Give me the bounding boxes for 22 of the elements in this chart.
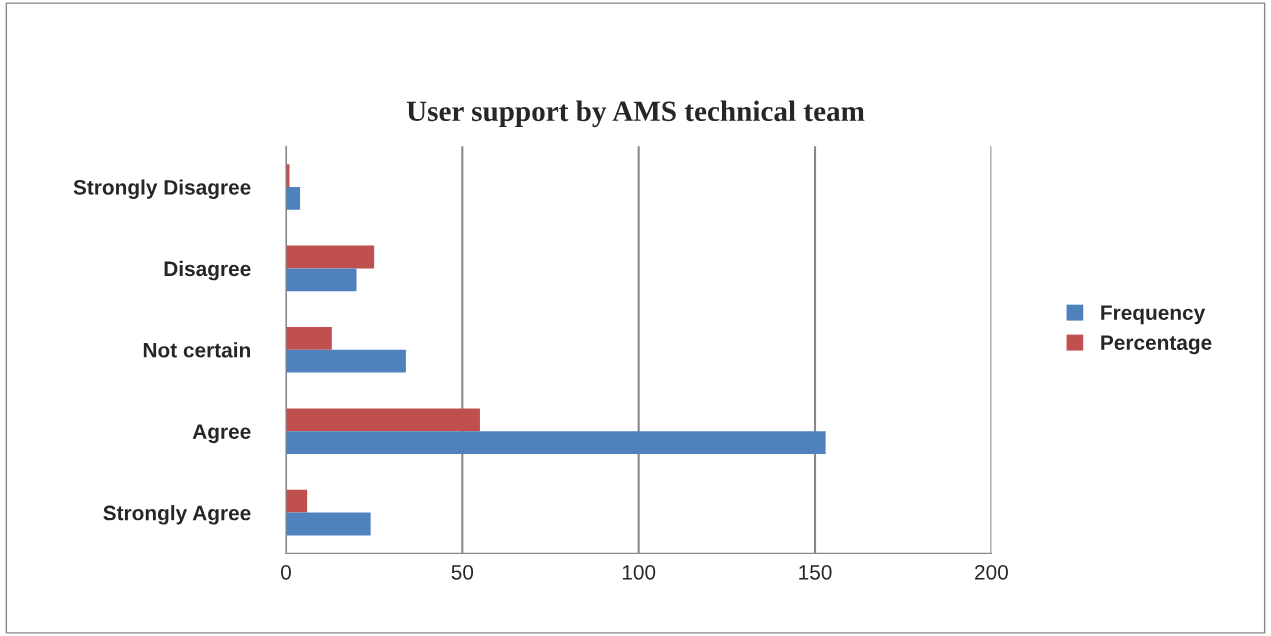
x-tick-label: 50: [451, 564, 474, 580]
chart-title: User support by AMS technical team: [406, 100, 865, 128]
legend-label: Frequency: [1101, 305, 1206, 325]
bar: [285, 349, 406, 373]
y-tick-label: Disagree: [164, 260, 251, 281]
bar: [285, 431, 826, 454]
bar: [285, 512, 371, 536]
y-tick-label: Strongly Agree: [103, 505, 251, 525]
y-tick-label: Not certain: [143, 342, 250, 358]
bar: [285, 489, 308, 513]
bar: [285, 268, 357, 292]
x-tick-label: 200: [975, 564, 1008, 580]
bar: [285, 245, 375, 269]
x-tick-label: 100: [622, 564, 656, 580]
legend-label: Percentage: [1101, 335, 1212, 355]
bar: [285, 186, 301, 210]
bar: [285, 327, 332, 350]
bar: [285, 408, 480, 432]
y-tick-label: Strongly Disagree: [73, 179, 251, 199]
x-tick-label: 0: [281, 564, 291, 580]
y-tick-label: Agree: [192, 424, 251, 444]
x-tick-label: 150: [799, 564, 832, 580]
